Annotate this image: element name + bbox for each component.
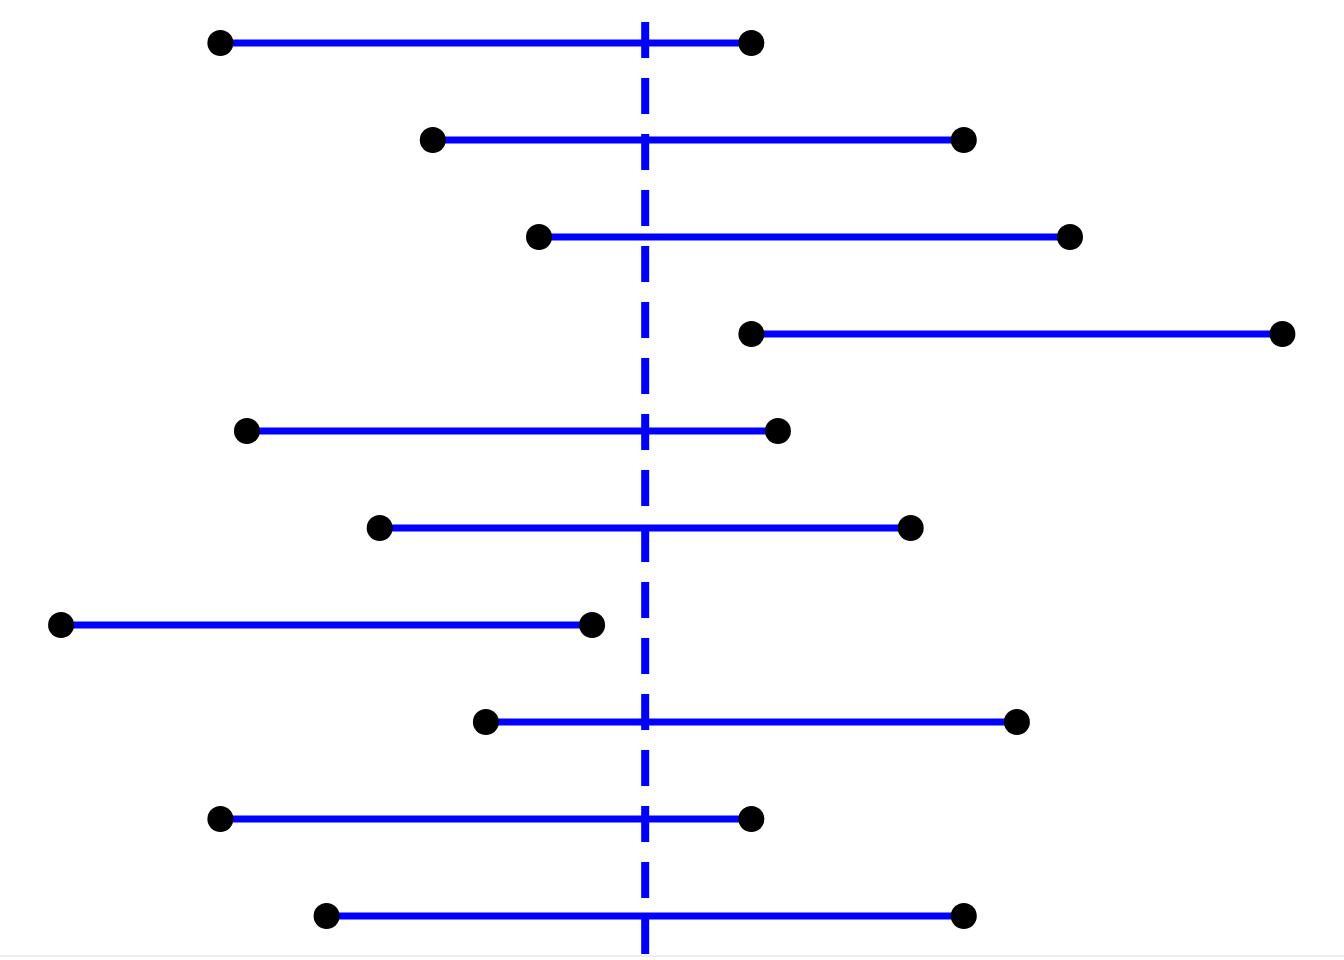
upper-endpoint (738, 30, 764, 56)
lower-endpoint (473, 709, 499, 735)
upper-endpoint (951, 127, 977, 153)
chart (0, 0, 1344, 960)
interval (380, 525, 911, 532)
upper-endpoint (738, 806, 764, 832)
lower-endpoint (234, 418, 260, 444)
upper-endpoint (1269, 321, 1295, 347)
lower-endpoint (207, 806, 233, 832)
upper-endpoint (898, 515, 924, 541)
lower-endpoint (526, 224, 552, 250)
lower-endpoint (367, 515, 393, 541)
interval (751, 331, 1282, 338)
lower-endpoint (48, 612, 74, 638)
interval (327, 913, 964, 920)
interval (220, 816, 751, 823)
interval (433, 137, 964, 144)
upper-endpoint (765, 418, 791, 444)
interval (486, 719, 1017, 726)
lower-endpoint (420, 127, 446, 153)
interval (61, 622, 592, 629)
upper-endpoint (951, 903, 977, 929)
interval (220, 40, 751, 47)
interval (247, 428, 778, 435)
upper-endpoint (1057, 224, 1083, 250)
x-axis-line (0, 956, 1344, 957)
interval (539, 234, 1070, 241)
upper-endpoint (579, 612, 605, 638)
lower-endpoint (738, 321, 764, 347)
lower-endpoint (314, 903, 340, 929)
lower-endpoint (207, 30, 233, 56)
upper-endpoint (1004, 709, 1030, 735)
plot-area (48, 22, 1295, 960)
